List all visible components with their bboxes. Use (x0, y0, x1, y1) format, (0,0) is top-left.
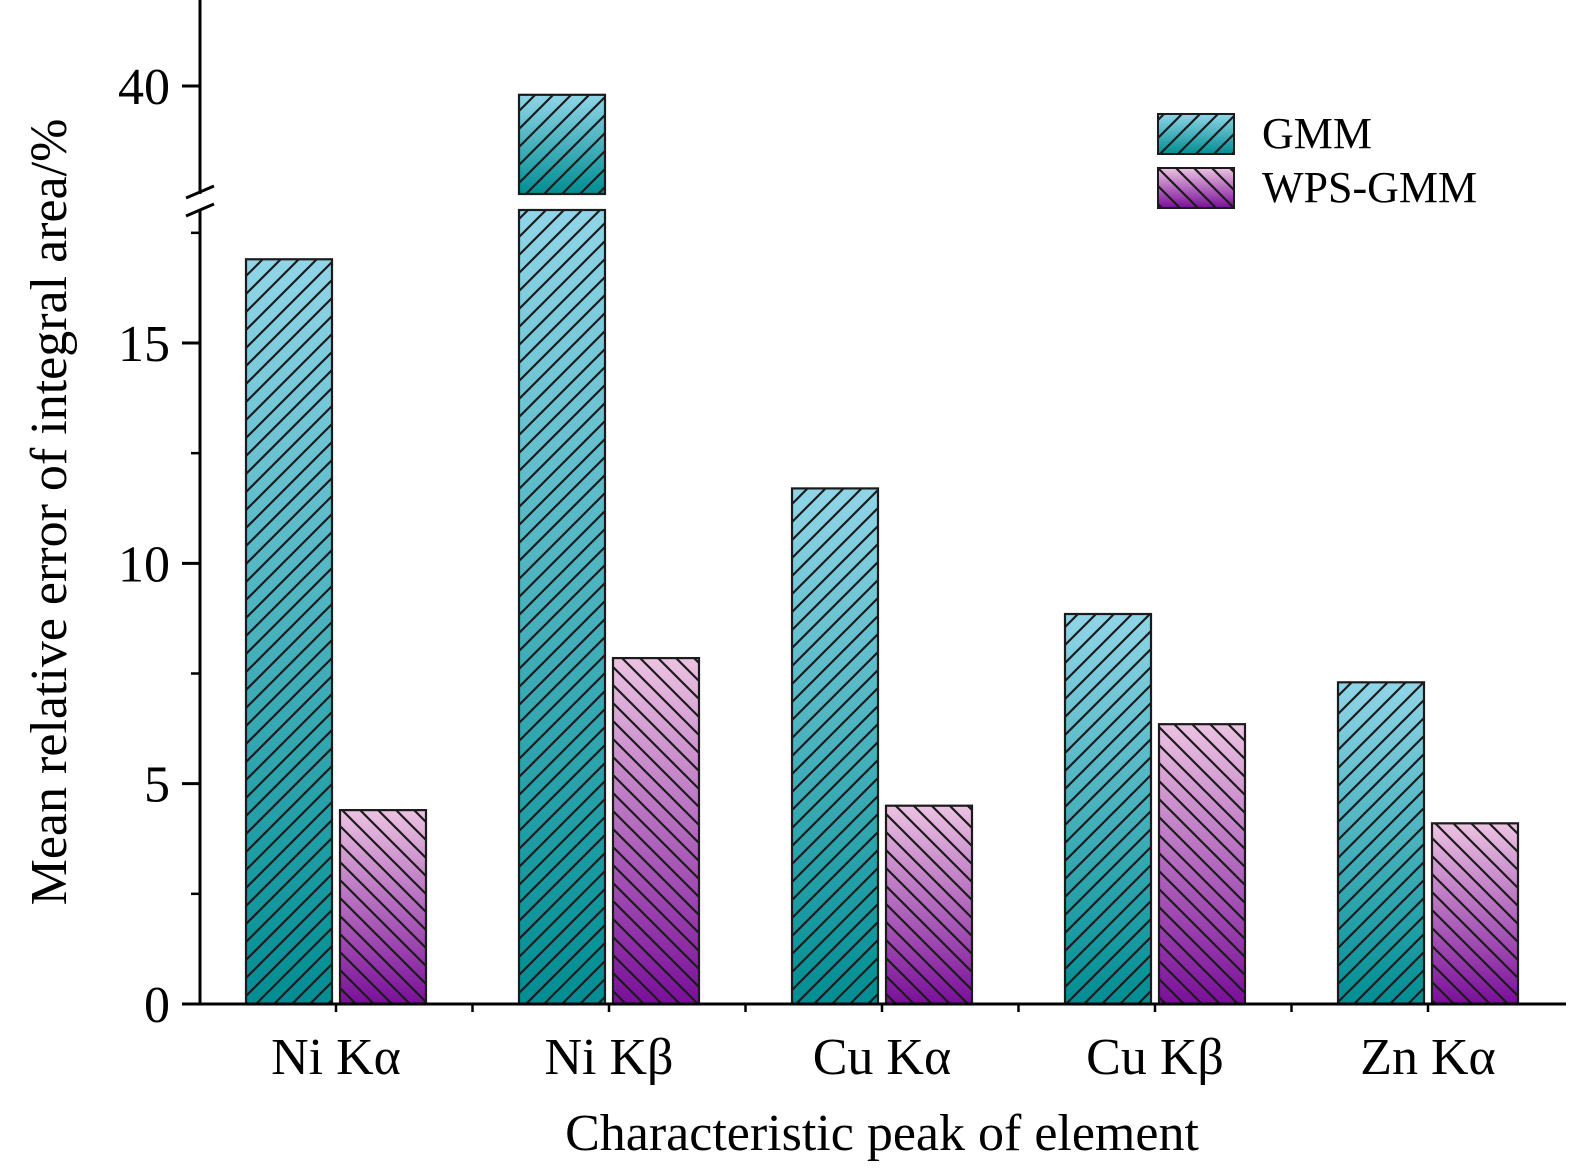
x-tick-label-1: Ni Kα (271, 1029, 401, 1086)
bar-wps-gmm-4-hatch (1157, 723, 1247, 1006)
y-tick-label-5: 5 (144, 757, 170, 814)
bar-gmm-2-upper-hatch (517, 93, 607, 196)
y-tick-label-15: 15 (118, 316, 170, 373)
legend: GMM WPS-GMM (1157, 109, 1477, 212)
y-axis-label: Mean relative error of integral area/% (21, 119, 78, 906)
bar-wps-gmm-2-hatch (611, 656, 701, 1006)
x-tick-label-5: Zn Kα (1360, 1029, 1496, 1086)
bar-gmm-2-lower-hatch (517, 208, 607, 1006)
legend-label-wps-gmm: WPS-GMM (1262, 163, 1477, 212)
x-tick-label-4: Cu Kβ (1086, 1029, 1224, 1086)
y-tick-label-0: 0 (144, 977, 170, 1034)
axis-break-mark-top (185, 184, 215, 200)
y-tick-label-10: 10 (118, 536, 170, 593)
x-tick-label-2: Ni Kβ (544, 1029, 673, 1086)
bar-wps-gmm-1-hatch (338, 809, 428, 1006)
bar-wps-gmm-3-hatch (884, 804, 974, 1006)
bar-gmm-4-hatch (1063, 612, 1153, 1006)
bar-wps-gmm-5-hatch (1430, 822, 1520, 1006)
legend-swatch-gmm-hatch (1157, 113, 1235, 155)
legend-label-gmm: GMM (1262, 109, 1372, 158)
x-tick-label-3: Cu Kα (813, 1029, 951, 1086)
bar-gmm-5-hatch (1336, 681, 1426, 1006)
y-tick-label-40: 40 (118, 59, 170, 116)
axis-break-mark-bottom (185, 202, 215, 218)
x-axis-label: Characteristic peak of element (565, 1105, 1199, 1162)
bar-gmm-1-hatch (244, 258, 334, 1006)
bar-gmm-3-hatch (790, 487, 880, 1006)
legend-swatch-wps-gmm-hatch (1157, 167, 1235, 209)
